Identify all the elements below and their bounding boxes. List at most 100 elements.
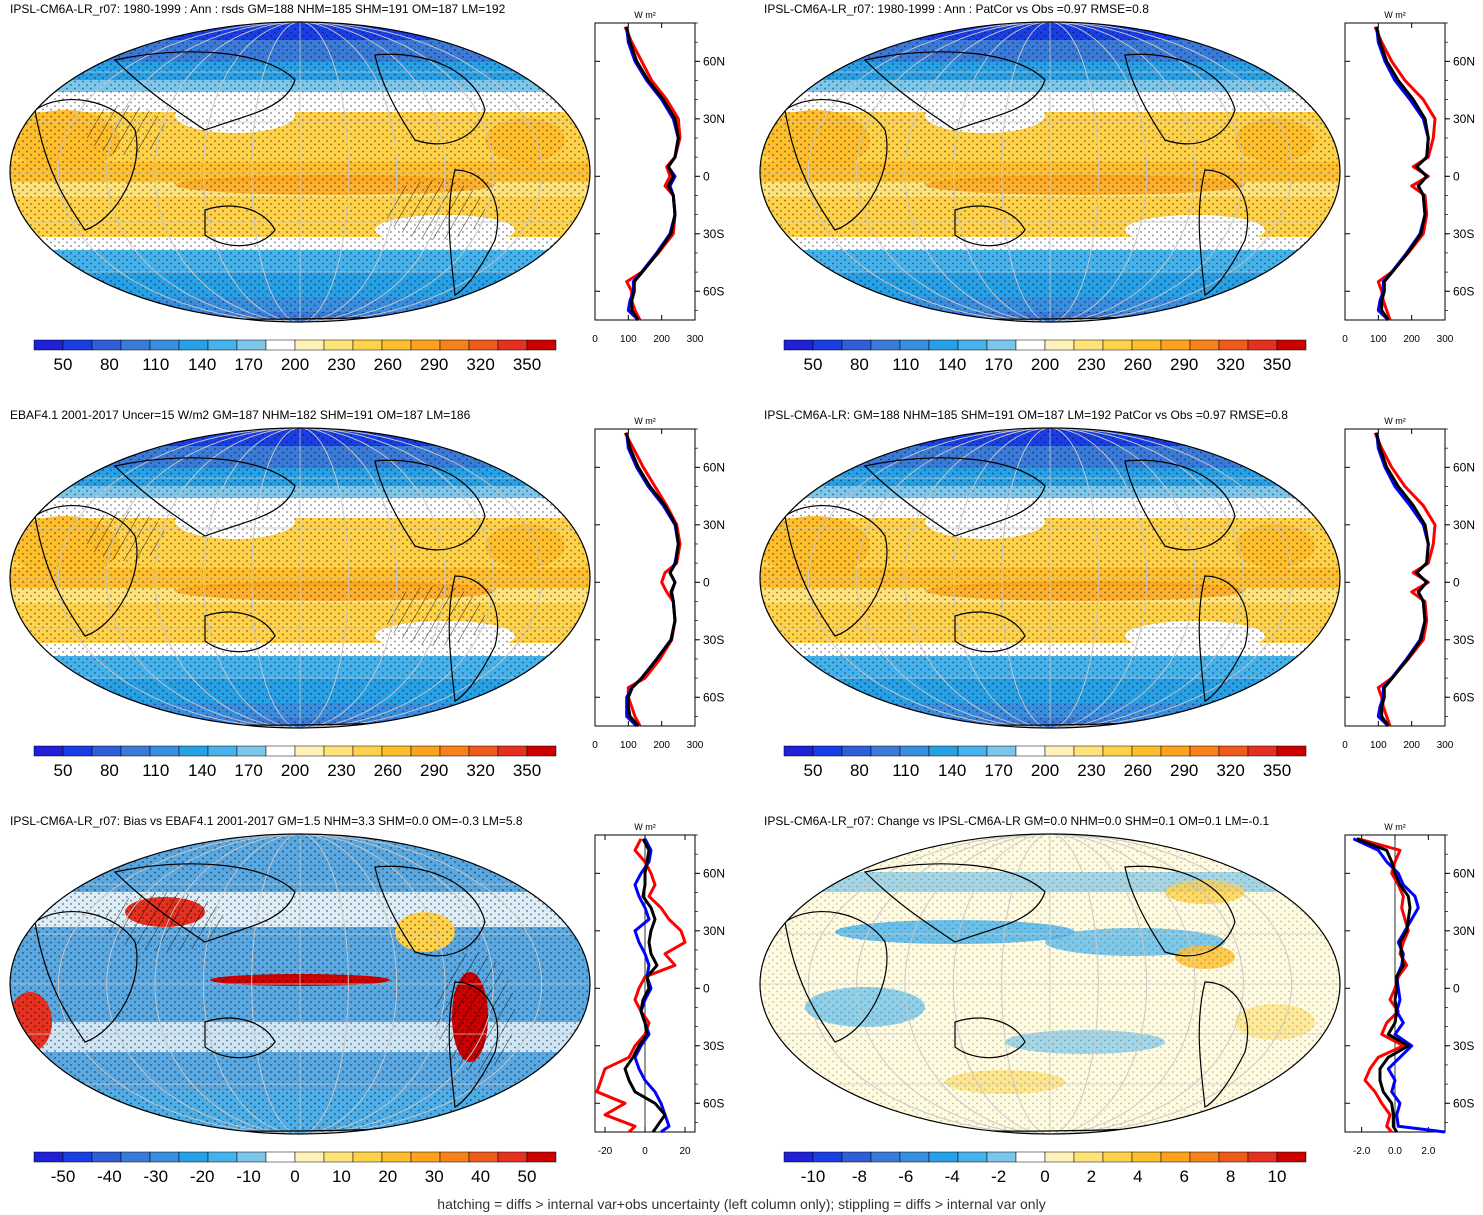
map-field [10, 834, 590, 1134]
profile-lat-label: 60N [703, 54, 725, 68]
map-field [10, 22, 590, 322]
panel-title: EBAF4.1 2001-2017 Uncer=15 W/m2 GM=187 N… [10, 408, 471, 422]
profile-lat-label: 30N [703, 112, 725, 126]
profile-series-line [633, 838, 671, 1134]
profile-lat-label: 0 [1453, 575, 1460, 589]
colorbar: -10 -8 -6 -4 -2 0 2 4 6 8 10 [783, 1151, 1307, 1186]
profile-lat-label: 30N [703, 518, 725, 532]
profile-series-line [625, 26, 680, 321]
profile-x-tick-label: 0 [642, 1146, 648, 1157]
profile-x-tick-label: 300 [687, 334, 704, 345]
colorbar-tick-label: 200 [281, 761, 309, 780]
colorbar-tick-label: 80 [100, 761, 119, 780]
profile-x-tick-label: 300 [1437, 740, 1454, 751]
profile-x-tick-label: 100 [620, 740, 637, 751]
profile-lat-label: 60N [1453, 54, 1475, 68]
colorbar-tick-label: 2 [1087, 1167, 1096, 1186]
profile-lat-label: 60S [1453, 284, 1474, 298]
profile-unit-label: W m² [634, 10, 656, 20]
zonal-profile: W m² 60N 30N 0 30S 60S 0 100 200 300 [592, 10, 725, 345]
map-graticule [760, 428, 1340, 728]
colorbar-tick-label: -6 [898, 1167, 913, 1186]
colorbar-tick-label: 140 [938, 355, 966, 374]
zonal-profile: W m² 60N 30N 0 30S 60S 0 100 200 300 [1342, 10, 1475, 345]
map-graticule [10, 834, 590, 1134]
world-map [759, 21, 1341, 323]
colorbar-tick-label: 50 [54, 761, 73, 780]
colorbar-tick-label: 320 [1216, 355, 1244, 374]
world-map [759, 833, 1341, 1135]
world-map [9, 21, 591, 323]
world-map [9, 427, 591, 729]
colorbar-tick-label: -8 [852, 1167, 867, 1186]
colorbar-tick-label: 320 [466, 355, 494, 374]
profile-lat-label: 30N [703, 924, 725, 938]
colorbar-tick-label: 0 [290, 1167, 299, 1186]
colorbar-tick-label: 290 [420, 355, 448, 374]
colorbar-tick-label: 50 [804, 761, 823, 780]
profile-x-tick-label: 0 [592, 334, 598, 345]
world-map [9, 833, 591, 1135]
profile-lat-label: 30N [1453, 112, 1475, 126]
map-field [760, 428, 1340, 728]
panel-bias: IPSL-CM6A-LR_r07: Bias vs EBAF4.1 2001-2… [0, 812, 733, 1207]
panel-title: IPSL-CM6A-LR_r07: Bias vs EBAF4.1 2001-2… [10, 814, 523, 828]
colorbar-tick-label: 30 [425, 1167, 444, 1186]
profile-x-tick-label: 2.0 [1421, 1146, 1435, 1157]
colorbar-tick-label: -2 [991, 1167, 1006, 1186]
colorbar-tick-label: 230 [1077, 355, 1105, 374]
map-graticule [10, 428, 590, 728]
colorbar-tick-label: 4 [1133, 1167, 1142, 1186]
colorbar-tick-label: 50 [804, 355, 823, 374]
zonal-profile: W m² 60N 30N 0 30S 60S 0 100 200 300 [592, 416, 725, 751]
profile-lat-label: 30S [1453, 633, 1474, 647]
panel-model-mean: IPSL-CM6A-LR_r07: 1980-1999 : Ann : rsds… [0, 0, 733, 395]
profile-lat-label: 0 [1453, 981, 1460, 995]
profile-lat-label: 60N [1453, 460, 1475, 474]
colorbar-tick-label: 230 [1077, 761, 1105, 780]
colorbar-tick-label: 170 [234, 355, 262, 374]
colorbar-tick-label: 350 [513, 761, 541, 780]
profile-lat-label: 60N [703, 460, 725, 474]
colorbar-tick-label: -10 [801, 1167, 826, 1186]
colorbar-tick-label: 170 [234, 761, 262, 780]
profile-lat-label: 0 [703, 169, 710, 183]
profile-series-line [1373, 432, 1437, 727]
colorbar-tick-label: 0 [1040, 1167, 1049, 1186]
colorbar-tick-label: 260 [1124, 355, 1152, 374]
colorbar-tick-label: 80 [850, 761, 869, 780]
colorbar: -50 -40 -30 -20 -10 0 10 20 30 40 50 [33, 1151, 557, 1186]
colorbar-tick-label: 230 [327, 355, 355, 374]
profile-x-tick-label: 200 [1403, 740, 1420, 751]
profile-lat-label: 30S [1453, 1039, 1474, 1053]
colorbar-tick-label: 20 [378, 1167, 397, 1186]
colorbar-tick-label: 50 [518, 1167, 537, 1186]
world-map [759, 427, 1341, 729]
profile-lat-label: 60S [703, 1096, 724, 1110]
colorbar-tick-label: 320 [1216, 761, 1244, 780]
panel-obs: EBAF4.1 2001-2017 Uncer=15 W/m2 GM=187 N… [0, 406, 733, 801]
colorbar-tick-label: 320 [466, 761, 494, 780]
profile-lat-label: 60N [1453, 866, 1475, 880]
zonal-profile: W m² 60N 30N 0 30S 60S -2.0 0.0 2.0 [1344, 822, 1475, 1157]
profile-lat-label: 60S [1453, 690, 1474, 704]
profile-lat-label: 30S [1453, 227, 1474, 241]
profile-x-tick-label: -20 [598, 1146, 613, 1157]
colorbar-tick-label: 350 [1263, 355, 1291, 374]
colorbar-tick-label: 40 [471, 1167, 490, 1186]
profile-lat-label: 60N [703, 866, 725, 880]
colorbar: 50 80 110 140 170 200 230 260 290 320 350 [783, 745, 1307, 780]
profile-lat-label: 60S [703, 690, 724, 704]
profile-unit-label: W m² [1384, 10, 1406, 20]
colorbar: 50 80 110 140 170 200 230 260 290 320 350 [783, 339, 1307, 374]
colorbar: 50 80 110 140 170 200 230 260 290 320 350 [33, 339, 557, 374]
colorbar-tick-label: 260 [374, 355, 402, 374]
profile-series-line [1357, 837, 1410, 1133]
map-field [760, 22, 1340, 322]
profile-lat-label: 0 [703, 981, 710, 995]
panel-title: IPSL-CM6A-LR_r07: Change vs IPSL-CM6A-LR… [764, 814, 1270, 828]
map-field [760, 834, 1340, 1134]
colorbar-tick-label: 6 [1179, 1167, 1188, 1186]
colorbar-tick-label: 200 [281, 355, 309, 374]
colorbar-tick-label: 80 [850, 355, 869, 374]
